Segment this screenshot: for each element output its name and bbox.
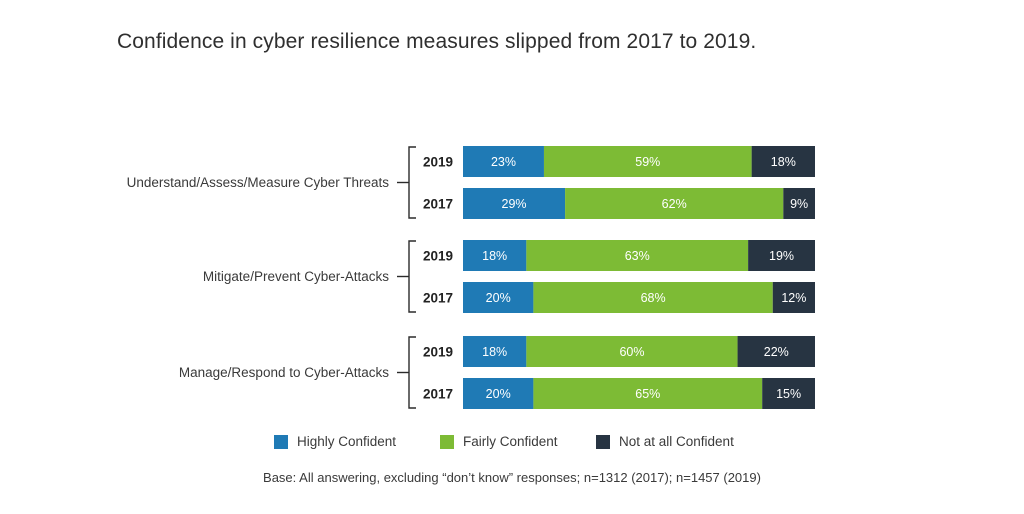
data-label: 19% — [769, 249, 794, 263]
year-label: 2017 — [423, 291, 453, 306]
bar-segment-highly-confident — [463, 378, 534, 409]
bar-segment-not-at-all-confident — [762, 378, 815, 409]
legend-swatch-highly-confident — [274, 434, 288, 449]
data-label: 18% — [482, 345, 507, 359]
bar-segment-not-at-all-confident — [772, 282, 815, 313]
data-label: 23% — [491, 155, 516, 169]
legend-swatch-not-at-all-confident — [596, 434, 610, 449]
bar-segment-fairly-confident — [533, 282, 773, 313]
bar-segment-highly-confident — [463, 282, 534, 313]
year-label: 2019 — [423, 249, 453, 264]
data-label: 22% — [764, 345, 789, 359]
data-label: 62% — [662, 197, 687, 211]
legend-label-highly-confident: Highly Confident — [297, 434, 397, 449]
legend-item-not-at-all-confident: Not at all Confident — [596, 434, 734, 449]
data-label: 18% — [482, 249, 507, 263]
category-label-understand-assess-measure-cyber-threats: Understand/Assess/Measure Cyber Threats — [127, 175, 390, 190]
data-label: 9% — [790, 197, 808, 211]
legend-label-fairly-confident: Fairly Confident — [463, 434, 558, 449]
group-bracket — [408, 240, 416, 313]
bar-segment-fairly-confident — [526, 336, 738, 367]
category-label-mitigate-prevent-cyber-attacks: Mitigate/Prevent Cyber-Attacks — [203, 269, 389, 284]
group-bracket — [408, 336, 416, 409]
bar-segment-not-at-all-confident — [783, 188, 815, 219]
legend-label-not-at-all-confident: Not at all Confident — [619, 434, 734, 449]
data-label: 68% — [641, 291, 666, 305]
data-label: 29% — [502, 197, 527, 211]
data-label: 65% — [635, 387, 660, 401]
bar-segment-fairly-confident — [565, 188, 784, 219]
chart-title: Confidence in cyber resilience measures … — [117, 30, 757, 53]
legend-swatch-fairly-confident — [440, 434, 454, 449]
bar-segment-not-at-all-confident — [748, 240, 815, 271]
data-label: 20% — [486, 387, 511, 401]
year-label: 2019 — [423, 345, 453, 360]
legend: Highly Confident Fairly Confident Not at… — [0, 434, 1024, 454]
data-label: 12% — [781, 291, 806, 305]
bar-segment-fairly-confident — [533, 378, 763, 409]
bar-segment-not-at-all-confident — [737, 336, 815, 367]
bar-segment-highly-confident — [463, 336, 527, 367]
bar-segment-fairly-confident — [543, 146, 752, 177]
group-bracket — [408, 146, 416, 219]
data-label: 59% — [635, 155, 660, 169]
data-label: 60% — [619, 345, 644, 359]
footnote: Base: All answering, excluding “don’t kn… — [263, 470, 761, 485]
year-label: 2019 — [423, 155, 453, 170]
legend-item-fairly-confident: Fairly Confident — [440, 434, 558, 449]
data-label: 63% — [625, 249, 650, 263]
year-label: 2017 — [423, 387, 453, 402]
bar-segment-highly-confident — [463, 240, 527, 271]
data-label: 20% — [486, 291, 511, 305]
data-label: 18% — [771, 155, 796, 169]
bar-segment-highly-confident — [463, 146, 544, 177]
data-label: 15% — [776, 387, 801, 401]
bar-segment-fairly-confident — [526, 240, 749, 271]
bar-segment-highly-confident — [463, 188, 566, 219]
legend-item-highly-confident: Highly Confident — [274, 434, 396, 449]
bar-segment-not-at-all-confident — [751, 146, 815, 177]
year-label: 2017 — [423, 197, 453, 212]
category-label-manage-respond-to-cyber-attacks: Manage/Respond to Cyber-Attacks — [179, 365, 389, 380]
